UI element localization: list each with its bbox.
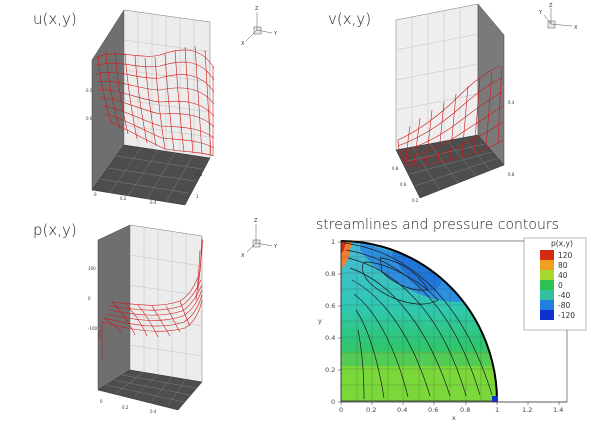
legend-label-2: 40 bbox=[558, 271, 568, 280]
svg-text:0: 0 bbox=[100, 399, 103, 404]
svg-text:0: 0 bbox=[88, 296, 91, 301]
p-surface-plot: 0 0.2 0.4 100 0 -100 bbox=[88, 224, 204, 414]
x-tick-2: 0.4 bbox=[397, 406, 407, 414]
x-tick-3: 0.6 bbox=[428, 406, 438, 414]
p-triad-z: Z bbox=[254, 218, 258, 224]
p-axes-triad: Z Y X bbox=[241, 218, 278, 259]
x-tick-4: 0.8 bbox=[460, 406, 470, 414]
legend-label-5: -80 bbox=[558, 301, 570, 310]
u-triad-y: Y bbox=[273, 31, 278, 37]
v-triad-z: Z bbox=[549, 3, 553, 9]
x-axis-label: x bbox=[452, 414, 456, 422]
x-tick-7: 1.4 bbox=[553, 406, 563, 414]
svg-text:0: 0 bbox=[94, 192, 97, 197]
legend-swatch-3 bbox=[540, 280, 554, 290]
legend-label-1: 80 bbox=[558, 261, 568, 270]
svg-text:0.5: 0.5 bbox=[86, 88, 93, 93]
y-tick-1: 0.2 bbox=[325, 366, 335, 374]
y-tick-4: 0.8 bbox=[325, 270, 335, 278]
x-tick-1: 0.2 bbox=[366, 406, 376, 414]
p-panel-title: p(x,y) bbox=[33, 221, 77, 239]
svg-text:0.4: 0.4 bbox=[508, 100, 515, 105]
v-triad-y: Y bbox=[538, 10, 543, 16]
u-axes-triad: Z Y X bbox=[241, 6, 278, 47]
svg-text:0.6: 0.6 bbox=[86, 116, 93, 121]
v-axes-triad: Z X Y bbox=[538, 3, 578, 31]
svg-text:0.2: 0.2 bbox=[120, 196, 127, 201]
legend-label-3: 0 bbox=[558, 281, 563, 290]
legend-label-4: -40 bbox=[558, 291, 570, 300]
v-triad-x: X bbox=[574, 25, 578, 31]
legend-swatch-4 bbox=[540, 290, 554, 300]
legend-title: p(x,y) bbox=[551, 239, 573, 248]
y-tick-0: 0 bbox=[331, 398, 335, 406]
svg-text:1: 1 bbox=[196, 194, 199, 199]
svg-text:-100: -100 bbox=[88, 326, 98, 331]
u-surface-plot: 0 0.2 0.4 1 0.5 0.5 0.6 bbox=[86, 9, 215, 206]
x-tick-5: 1 bbox=[495, 406, 499, 414]
u-triad-x: X bbox=[241, 41, 245, 47]
legend-swatch-0 bbox=[540, 250, 554, 260]
u-triad-z: Z bbox=[255, 6, 259, 12]
svg-text:0.2: 0.2 bbox=[122, 405, 129, 410]
legend-label-6: -120 bbox=[558, 311, 575, 320]
y-tick-5: 1 bbox=[331, 238, 335, 246]
x-tick-6: 1.2 bbox=[522, 406, 532, 414]
p-triad-x: X bbox=[241, 253, 245, 259]
pressure-contour-plot: 0 0.2 0.4 0.6 0.8 1 1.2 1.4 0 0.2 0.4 0.… bbox=[318, 238, 568, 422]
streamlines-panel-title: streamlines and pressure contours bbox=[316, 217, 559, 233]
legend-swatch-6 bbox=[540, 310, 554, 320]
legend-swatch-1 bbox=[540, 260, 554, 270]
svg-text:100: 100 bbox=[88, 266, 96, 271]
svg-text:0.4: 0.4 bbox=[150, 409, 157, 414]
svg-text:0.8: 0.8 bbox=[508, 172, 515, 177]
legend-label-0: 120 bbox=[558, 251, 573, 260]
u-panel-title: u(x,y) bbox=[33, 10, 77, 28]
svg-text:0.2: 0.2 bbox=[412, 198, 419, 203]
svg-text:0.8: 0.8 bbox=[392, 166, 399, 171]
x-tick-0: 0 bbox=[339, 406, 343, 414]
p-triad-y: Y bbox=[273, 244, 278, 250]
v-panel-title: v(x,y) bbox=[328, 10, 372, 28]
svg-text:0.6: 0.6 bbox=[400, 182, 407, 187]
v-surface-plot: 0.8 0.6 0.2 0.4 0.8 bbox=[392, 3, 515, 203]
svg-text:0.5: 0.5 bbox=[196, 172, 203, 177]
legend-swatch-2 bbox=[540, 270, 554, 280]
y-axis-label: y bbox=[318, 317, 322, 325]
svg-text:0.4: 0.4 bbox=[150, 200, 157, 205]
legend-swatch-5 bbox=[540, 300, 554, 310]
y-tick-3: 0.6 bbox=[325, 302, 335, 310]
y-tick-2: 0.4 bbox=[325, 334, 335, 342]
